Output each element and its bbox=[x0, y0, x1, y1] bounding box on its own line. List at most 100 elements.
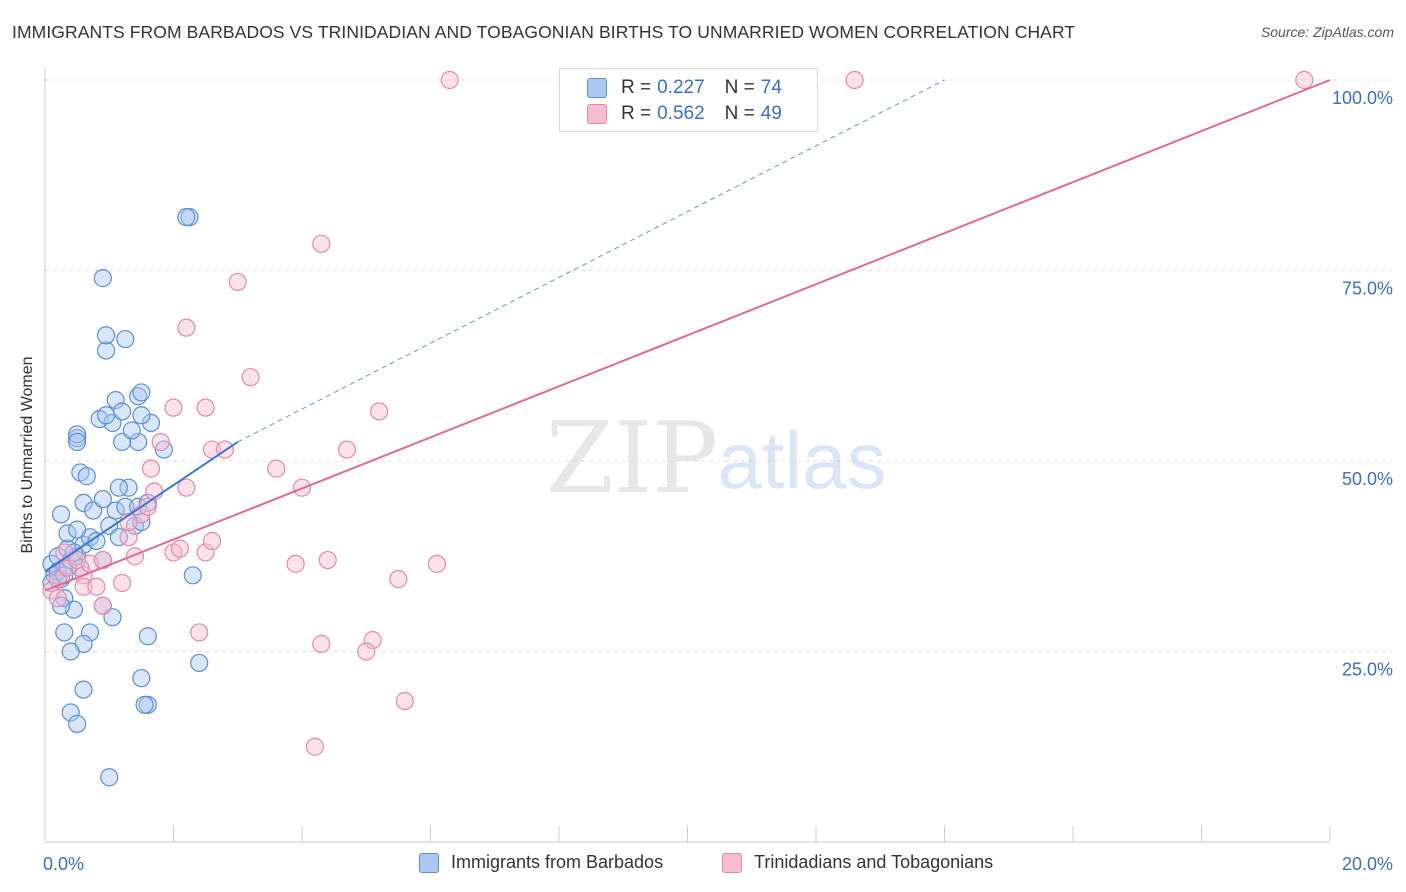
data-point-trinidad bbox=[228, 272, 247, 292]
data-point-trinidad bbox=[58, 558, 77, 577]
data-point-trinidad bbox=[112, 573, 132, 593]
data-point-trinidad bbox=[74, 577, 93, 596]
data-point-trinidad bbox=[177, 478, 196, 497]
trend-line-barbados bbox=[44, 441, 239, 573]
data-point-trinidad bbox=[177, 318, 196, 337]
y-tick-label: 25.0% bbox=[1342, 660, 1393, 680]
gridlines bbox=[45, 79, 1392, 652]
legend-row-barbados: R = 0.227 N = 74 bbox=[587, 76, 782, 100]
x-tick-label: 0.0% bbox=[43, 854, 84, 874]
data-point-trinidad bbox=[190, 623, 209, 642]
legend-n-label: N = bbox=[724, 103, 755, 124]
data-point-barbados bbox=[132, 669, 151, 688]
data-point-trinidad bbox=[151, 432, 170, 452]
data-point-trinidad bbox=[363, 630, 382, 650]
data-point-barbados bbox=[106, 390, 125, 410]
data-point-trinidad bbox=[845, 70, 864, 90]
watermark: ZIP atlas bbox=[546, 402, 887, 516]
data-point-barbados bbox=[87, 531, 106, 551]
data-point-trinidad bbox=[170, 539, 190, 558]
data-point-barbados bbox=[68, 432, 87, 452]
data-point-barbados bbox=[68, 425, 87, 444]
data-point-trinidad bbox=[48, 589, 67, 608]
legend-n-value: 74 bbox=[760, 77, 782, 98]
data-point-barbados bbox=[96, 341, 116, 360]
data-point-trinidad bbox=[440, 70, 459, 90]
data-point-barbados bbox=[135, 695, 154, 714]
data-point-trinidad bbox=[93, 596, 112, 615]
data-point-trinidad bbox=[286, 554, 305, 573]
data-point-barbados bbox=[106, 501, 125, 520]
data-point-trinidad bbox=[196, 398, 215, 417]
bottom-legend-swatch-barbados bbox=[419, 852, 439, 873]
data-point-barbados bbox=[96, 326, 116, 345]
y-tick-label: 50.0% bbox=[1342, 469, 1393, 489]
data-point-barbados bbox=[132, 383, 151, 402]
data-point-trinidad bbox=[312, 234, 331, 253]
data-point-trinidad bbox=[357, 642, 376, 661]
legend-r-label: R = bbox=[621, 103, 652, 124]
data-point-barbados bbox=[68, 520, 87, 539]
x-tick-label: 20.0% bbox=[1342, 854, 1393, 874]
data-point-barbados bbox=[100, 768, 119, 787]
data-point-trinidad bbox=[87, 577, 106, 596]
trend-line-barbados-extension bbox=[237, 79, 945, 443]
data-point-trinidad bbox=[202, 531, 222, 551]
data-point-barbados bbox=[141, 413, 161, 432]
y-axis-title: Births to Unmarried Women bbox=[19, 356, 36, 554]
data-point-barbados bbox=[96, 406, 116, 425]
bottom-legend-barbados[interactable]: Immigrants from Barbados bbox=[419, 852, 663, 873]
data-point-trinidad bbox=[312, 634, 331, 653]
data-point-barbados bbox=[116, 329, 135, 349]
data-point-trinidad bbox=[125, 547, 145, 566]
data-point-barbados bbox=[132, 512, 151, 532]
data-point-barbados bbox=[190, 653, 209, 673]
bottom-legend-swatch-trinidad bbox=[722, 852, 742, 873]
data-point-barbados bbox=[68, 429, 87, 448]
bottom-legend-trinidad[interactable]: Trinidadians and Tobagonians bbox=[722, 852, 993, 873]
legend-swatch-trinidad bbox=[587, 104, 607, 124]
legend-r-label: R = bbox=[621, 77, 652, 98]
trend-line-trinidad bbox=[44, 79, 1331, 592]
watermark-atlas: atlas bbox=[718, 416, 887, 505]
data-point-trinidad bbox=[337, 440, 357, 459]
bottom-legend-label-barbados: Immigrants from Barbados bbox=[451, 852, 664, 872]
data-point-barbados bbox=[74, 493, 93, 513]
data-point-barbados bbox=[132, 406, 151, 425]
data-point-barbados bbox=[119, 478, 138, 497]
data-point-barbados bbox=[122, 421, 141, 440]
data-point-trinidad bbox=[119, 528, 138, 547]
series-barbados-points bbox=[42, 208, 209, 787]
data-point-trinidad bbox=[427, 554, 447, 573]
legend-r-value: 0.562 bbox=[657, 103, 705, 124]
bottom-legend: Immigrants from Barbados Trinidadians an… bbox=[0, 852, 1406, 876]
data-point-barbados bbox=[116, 497, 135, 516]
legend-row-trinidad: R = 0.562 N = 49 bbox=[587, 102, 782, 126]
tick-labels: 25.0% 50.0% 75.0% 100.0% 0.0% 20.0% bbox=[43, 88, 1393, 874]
data-point-barbados bbox=[109, 528, 128, 547]
legend-n-value: 49 bbox=[760, 103, 782, 124]
data-point-trinidad bbox=[196, 543, 215, 562]
bottom-legend-label-trinidad: Trinidadians and Tobagonians bbox=[754, 852, 994, 872]
data-point-barbados bbox=[61, 642, 80, 661]
axes bbox=[44, 68, 1331, 843]
data-point-barbados bbox=[74, 680, 93, 699]
data-point-trinidad bbox=[138, 497, 157, 516]
data-point-barbados bbox=[80, 623, 100, 642]
data-point-trinidad bbox=[241, 368, 260, 387]
watermark-zip: ZIP bbox=[546, 402, 719, 516]
y-tick-label: 100.0% bbox=[1332, 88, 1393, 108]
correlation-legend: R = 0.227 N = 74 R = 0.562 N = 49 bbox=[559, 68, 818, 132]
legend-r-value: 0.227 bbox=[657, 77, 705, 98]
data-point-barbados bbox=[138, 627, 157, 646]
trend-lines bbox=[44, 79, 1331, 592]
data-point-trinidad bbox=[1295, 70, 1314, 90]
chart-title: IMMIGRANTS FROM BARBADOS VS TRINIDADIAN … bbox=[12, 22, 1076, 42]
data-point-barbados bbox=[61, 703, 80, 722]
legend-n-label: N = bbox=[724, 77, 755, 98]
legend-swatch-barbados bbox=[587, 78, 607, 98]
data-point-trinidad bbox=[267, 459, 286, 478]
data-point-barbados bbox=[177, 208, 196, 227]
data-point-barbados bbox=[68, 714, 87, 733]
